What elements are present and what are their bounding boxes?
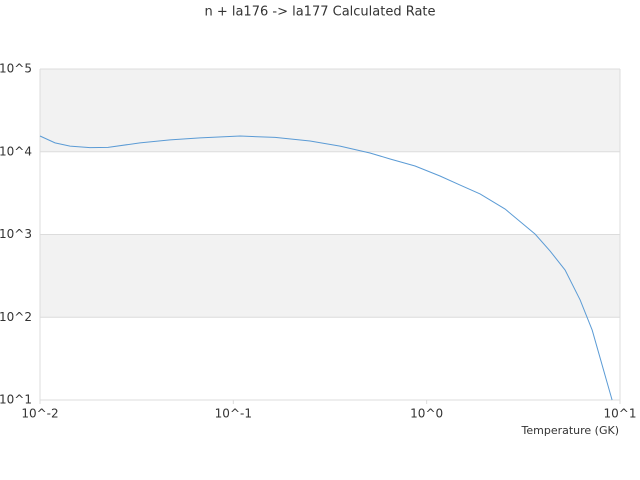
x-tick-label: 10^-2 <box>21 407 58 421</box>
y-tick-label: 10^4 <box>0 144 32 158</box>
y-tick-label: 10^2 <box>0 310 32 324</box>
x-axis-label: Temperature (GK) <box>521 424 620 437</box>
x-tick-label: 10^0 <box>410 407 443 421</box>
y-tick-label: 10^3 <box>0 227 32 241</box>
chart-title: n + la176 -> la177 Calculated Rate <box>204 5 435 20</box>
y-tick-label: 10^1 <box>0 393 32 407</box>
grid-band <box>40 69 620 152</box>
line <box>39 135 613 401</box>
x-tick-label: 10^1 <box>604 407 637 421</box>
y-tick-label: 10^5 <box>0 62 32 76</box>
grid-band <box>40 234 620 318</box>
x-tick-label: 10^-1 <box>215 407 252 421</box>
